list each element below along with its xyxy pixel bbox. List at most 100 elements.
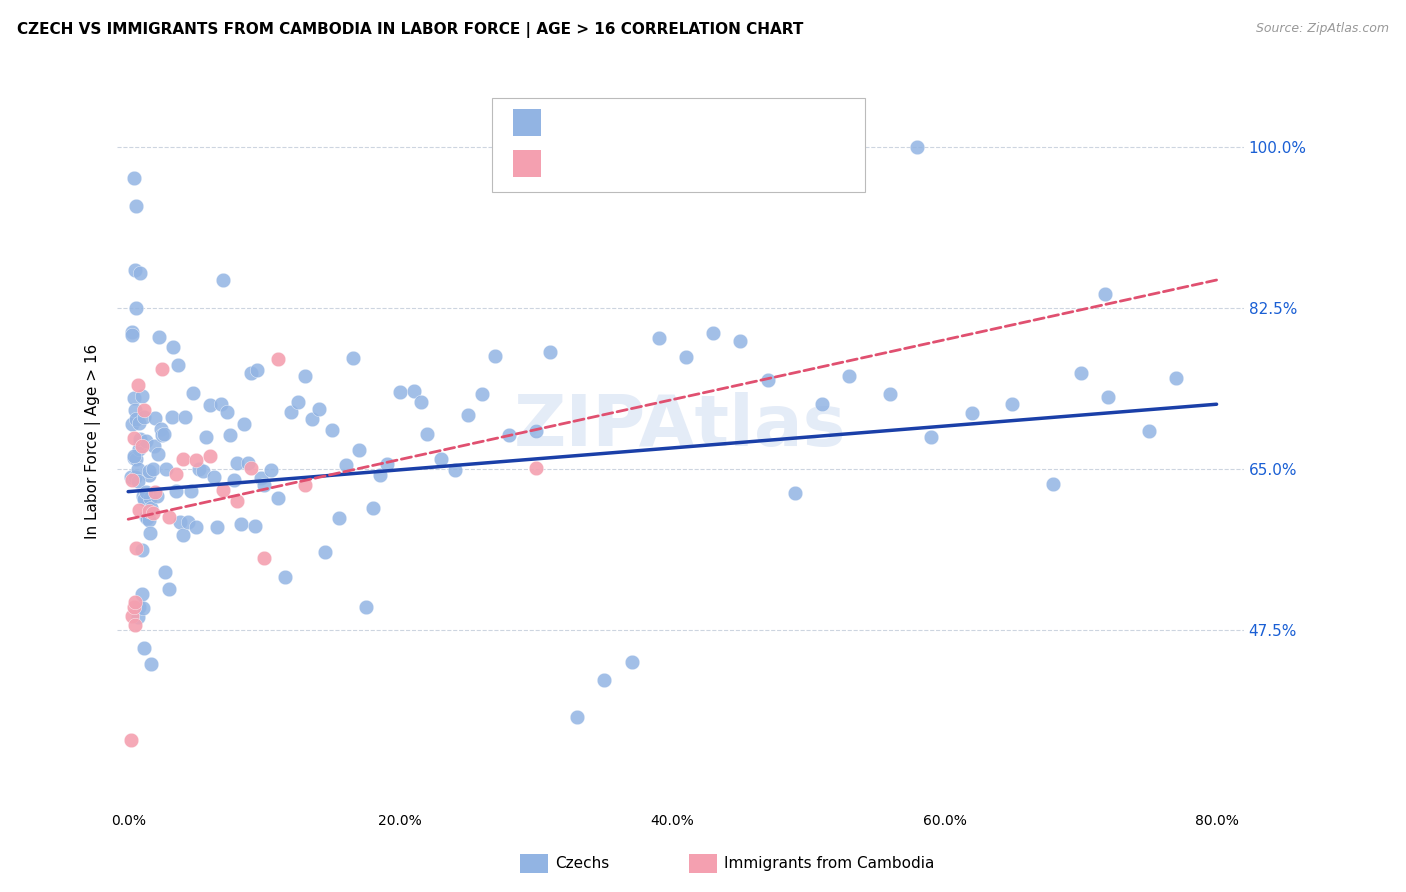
Point (135, 510, 157, 524)
Point (165, 484, 187, 499)
Point (205, 519, 228, 533)
Point (125, 301, 148, 315)
Point (172, 451, 194, 466)
Point (149, 422, 172, 436)
Point (180, 483, 202, 498)
Point (1070, 366, 1092, 380)
Point (443, 463, 465, 477)
Point (756, 373, 779, 387)
Point (648, 331, 671, 345)
Point (160, 410, 183, 425)
Point (354, 599, 377, 614)
Point (139, 526, 162, 541)
Point (524, 424, 547, 438)
Text: 138: 138 (697, 113, 733, 131)
Text: R =: R = (550, 113, 586, 131)
Point (1097, 390, 1119, 404)
Point (145, 410, 167, 425)
Point (730, 334, 752, 349)
Point (125, 541, 148, 556)
Point (157, 582, 180, 597)
Point (183, 385, 205, 400)
Point (134, 491, 156, 506)
Point (174, 410, 197, 425)
Point (457, 408, 479, 422)
Point (905, 139, 928, 153)
Point (155, 462, 177, 476)
Point (198, 449, 221, 463)
Point (121, 608, 143, 623)
Point (125, 451, 148, 466)
Text: R =: R = (550, 154, 586, 172)
Point (139, 491, 162, 505)
Y-axis label: In Labor Force | Age > 16: In Labor Force | Age > 16 (86, 343, 101, 539)
Point (565, 710, 588, 724)
Point (960, 406, 983, 420)
Point (162, 340, 184, 354)
Point (122, 599, 145, 614)
Point (131, 587, 153, 601)
Point (122, 431, 145, 445)
Point (146, 446, 169, 460)
Point (135, 485, 157, 500)
Point (349, 443, 371, 458)
Point (134, 409, 156, 424)
Point (148, 329, 170, 343)
Point (186, 453, 208, 467)
Point (120, 470, 142, 484)
Point (260, 463, 283, 477)
Point (389, 385, 412, 400)
Point (702, 326, 724, 341)
Point (131, 388, 153, 402)
Point (167, 358, 190, 372)
Point (138, 504, 160, 518)
Point (128, 442, 150, 456)
Point (342, 351, 364, 365)
Point (138, 512, 160, 526)
Point (124, 263, 146, 277)
Point (120, 733, 142, 747)
Point (294, 368, 316, 383)
Point (267, 491, 290, 505)
Point (152, 426, 174, 441)
Point (134, 641, 156, 656)
Point (141, 657, 163, 671)
Point (141, 501, 163, 516)
Point (783, 486, 806, 500)
Point (321, 423, 343, 437)
Point (122, 449, 145, 463)
Point (226, 457, 249, 471)
Point (232, 417, 254, 432)
Point (328, 511, 350, 525)
Point (239, 366, 262, 380)
Point (121, 473, 143, 487)
Point (314, 545, 336, 559)
Point (128, 503, 150, 517)
Point (229, 517, 252, 532)
Text: Immigrants from Cambodia: Immigrants from Cambodia (724, 856, 935, 871)
Text: N =: N = (661, 113, 697, 131)
Point (243, 519, 266, 533)
Point (294, 478, 316, 492)
Point (127, 474, 149, 488)
Point (1137, 424, 1160, 438)
Point (409, 394, 432, 409)
Point (127, 377, 149, 392)
Point (122, 392, 145, 406)
Point (219, 428, 242, 442)
Point (301, 412, 323, 426)
Point (375, 457, 398, 471)
Point (134, 402, 156, 417)
Point (1094, 286, 1116, 301)
Point (131, 439, 153, 453)
Point (811, 397, 834, 411)
Point (287, 395, 309, 409)
Point (186, 520, 208, 534)
Point (198, 398, 221, 412)
Point (191, 464, 214, 478)
Point (121, 417, 143, 431)
Point (125, 412, 148, 426)
Point (128, 599, 150, 614)
Point (879, 387, 901, 401)
Text: Source: ZipAtlas.com: Source: ZipAtlas.com (1256, 22, 1389, 36)
